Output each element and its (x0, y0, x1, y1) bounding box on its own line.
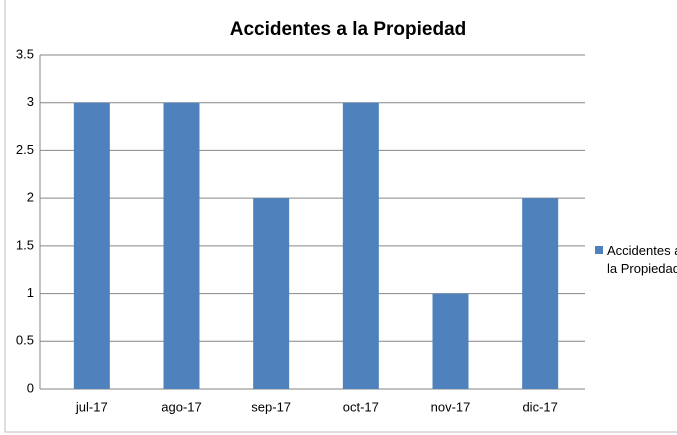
bar (522, 198, 559, 389)
y-tick-label: 1.5 (16, 237, 34, 252)
legend-marker (595, 246, 603, 254)
bar (253, 198, 290, 389)
y-tick-label: 3.5 (16, 46, 34, 61)
x-tick-label: ago-17 (161, 399, 201, 414)
legend-label: Accidentes a la Propiedad (607, 243, 677, 276)
chart-border (4, 0, 677, 433)
x-tick-label: nov-17 (431, 399, 471, 414)
bar (432, 293, 469, 389)
x-tick-label: oct-17 (343, 399, 379, 414)
x-tick-label: sep-17 (251, 399, 291, 414)
y-tick-label: 2.5 (16, 142, 34, 157)
bar (342, 102, 379, 389)
y-tick-label: 1 (27, 285, 34, 300)
x-tick-label: dic-17 (522, 399, 557, 414)
chart-title: Accidentes a la Propiedad (230, 19, 467, 40)
y-tick-label: 3 (27, 94, 34, 109)
x-tick-label: jul-17 (75, 399, 108, 414)
bar (73, 102, 110, 389)
y-tick-label: 0.5 (16, 333, 34, 348)
y-tick-label: 2 (27, 190, 34, 205)
bar (163, 102, 200, 389)
y-tick-label: 0 (27, 380, 34, 395)
